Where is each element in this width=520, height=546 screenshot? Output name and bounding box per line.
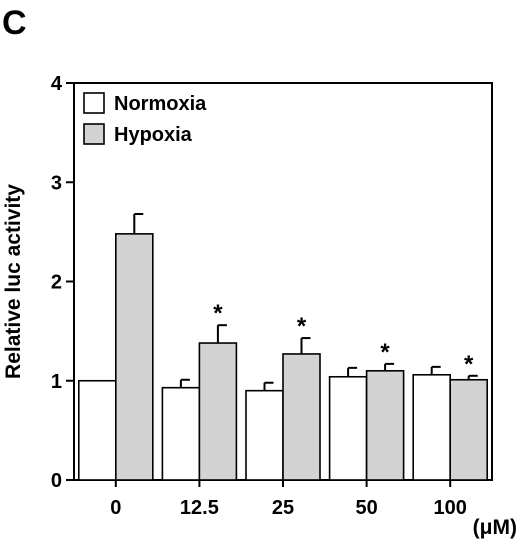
hypoxia-bar bbox=[115, 233, 154, 481]
significance-marker: * bbox=[380, 339, 390, 366]
legend-label-hypoxia: Hypoxia bbox=[114, 124, 193, 146]
normoxia-bar bbox=[245, 389, 284, 481]
legend-swatch-hypoxia bbox=[83, 123, 105, 145]
hypoxia-bar bbox=[198, 342, 238, 481]
plot-area: 0 1 2 3 4 0 12.5 * 25 * 50 * 100 * Normoxia Hypoxia bbox=[51, 73, 493, 519]
y-axis-label: Relative luc activity bbox=[2, 184, 25, 379]
y-tick-label: 0 bbox=[51, 470, 62, 492]
normoxia-bar bbox=[161, 386, 201, 481]
x-tick-label: 12.5 bbox=[180, 497, 219, 519]
x-axis-unit: (μM) bbox=[473, 516, 517, 539]
y-tick-label: 1 bbox=[51, 371, 62, 393]
legend-label-normoxia: Normoxia bbox=[114, 93, 207, 115]
significance-marker: * bbox=[213, 300, 223, 327]
hypoxia-bar bbox=[449, 378, 489, 481]
y-tick-label: 2 bbox=[51, 272, 62, 294]
significance-marker: * bbox=[464, 351, 474, 378]
x-tick-label: 0 bbox=[110, 497, 121, 519]
normoxia-bar bbox=[78, 379, 117, 481]
y-tick-label: 4 bbox=[51, 73, 63, 95]
x-tick-label: 25 bbox=[272, 497, 294, 519]
legend: Normoxia Hypoxia bbox=[83, 92, 207, 146]
y-tick-label: 3 bbox=[51, 172, 62, 194]
normoxia-bar bbox=[328, 375, 368, 481]
legend-swatch-normoxia bbox=[83, 92, 105, 114]
x-tick-label: 50 bbox=[355, 497, 377, 519]
hypoxia-bar bbox=[365, 370, 405, 481]
x-tick-label: 100 bbox=[434, 497, 467, 519]
significance-marker: * bbox=[297, 313, 307, 340]
panel-label: C bbox=[2, 4, 27, 42]
hypoxia-bar bbox=[282, 353, 321, 481]
normoxia-bar bbox=[412, 373, 452, 481]
